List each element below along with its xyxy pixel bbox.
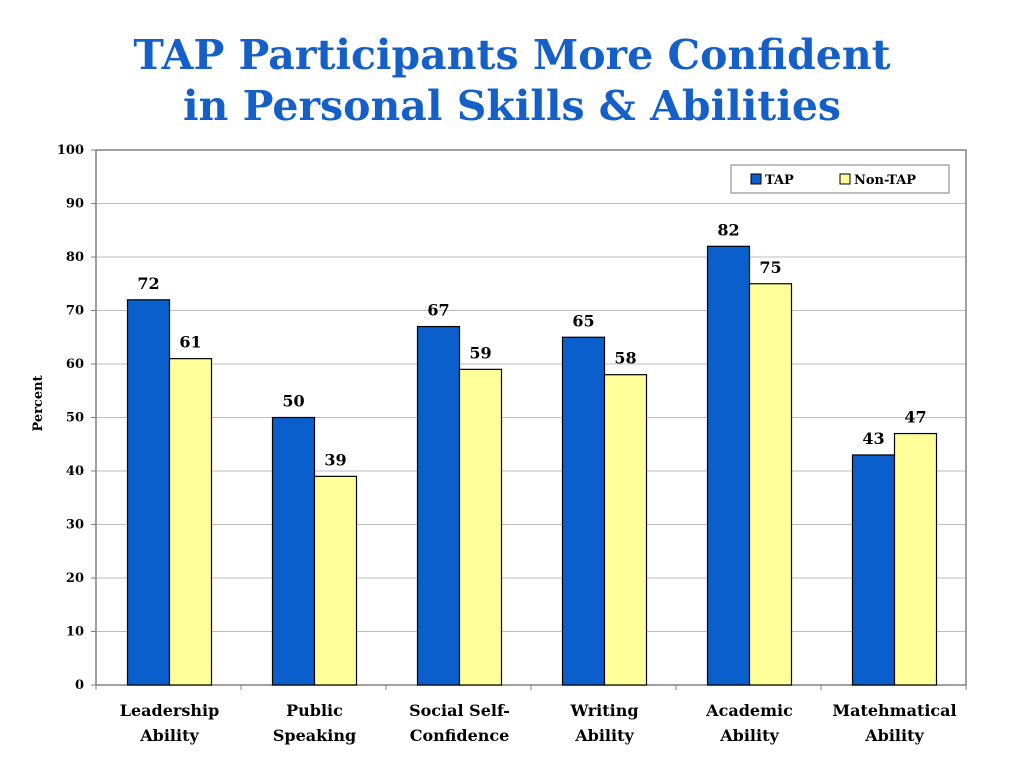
bar-non-tap bbox=[313, 475, 358, 686]
data-label-non-tap: 47 bbox=[904, 408, 926, 427]
bar-tap bbox=[561, 336, 606, 686]
data-label-non-tap: 59 bbox=[469, 343, 491, 362]
bar-non-tap bbox=[168, 358, 213, 686]
y-tick-label: 70 bbox=[66, 304, 84, 319]
chart-title-line-2: in Personal Skills & Abilities bbox=[182, 82, 841, 130]
data-label-tap: 65 bbox=[572, 311, 594, 330]
x-category-label: Ability bbox=[719, 726, 779, 745]
bar-tap bbox=[851, 454, 896, 686]
data-label-tap: 82 bbox=[717, 220, 739, 239]
y-tick-label: 60 bbox=[66, 357, 84, 372]
x-category-label: Social Self- bbox=[409, 701, 510, 720]
data-label-tap: 43 bbox=[862, 429, 884, 448]
x-category-label: Writing bbox=[569, 701, 638, 720]
data-label-tap: 72 bbox=[137, 274, 159, 293]
y-tick-label: 10 bbox=[66, 625, 84, 640]
legend-swatch-tap bbox=[750, 173, 762, 185]
y-tick-label: 80 bbox=[66, 250, 84, 265]
y-tick-label: 90 bbox=[66, 197, 84, 212]
y-tick-label: 50 bbox=[66, 411, 84, 426]
x-category-label: Public bbox=[286, 701, 343, 720]
y-axis-label: Percent bbox=[31, 375, 46, 431]
data-label-tap: 50 bbox=[282, 392, 304, 411]
legend-swatch-non-tap bbox=[839, 173, 851, 185]
bar-non-tap bbox=[603, 374, 648, 686]
x-category-label: Matehmatical bbox=[832, 701, 956, 720]
bar-non-tap bbox=[748, 283, 793, 686]
bar-tap bbox=[706, 245, 751, 686]
y-tick-label: 0 bbox=[75, 678, 84, 693]
y-tick-label: 30 bbox=[66, 518, 84, 533]
x-category-label: Confidence bbox=[410, 726, 510, 745]
y-tick-label: 100 bbox=[57, 143, 84, 158]
x-category-label: Ability bbox=[864, 726, 924, 745]
bar-tap bbox=[271, 416, 316, 686]
bar-non-tap bbox=[893, 432, 938, 686]
x-category-label: Leadership bbox=[120, 701, 220, 720]
chart-title-line-1: TAP Participants More Confident bbox=[133, 31, 891, 79]
chart-title: TAP Participants More Confident in Perso… bbox=[0, 30, 1024, 132]
data-label-non-tap: 39 bbox=[324, 450, 346, 469]
legend-label-tap: TAP bbox=[765, 173, 794, 188]
x-category-label: Ability bbox=[574, 726, 634, 745]
data-label-non-tap: 75 bbox=[759, 258, 781, 277]
x-category-label: Speaking bbox=[273, 726, 356, 745]
bar-tap bbox=[126, 299, 171, 686]
bar-tap bbox=[416, 325, 461, 686]
data-label-non-tap: 61 bbox=[179, 333, 201, 352]
x-category-label: Academic bbox=[705, 701, 793, 720]
data-label-tap: 67 bbox=[427, 301, 449, 320]
data-label-non-tap: 58 bbox=[614, 349, 636, 368]
bar-non-tap bbox=[458, 368, 503, 686]
y-tick-label: 20 bbox=[66, 571, 84, 586]
legend-label-non-tap: Non-TAP bbox=[854, 173, 916, 188]
x-category-label: Ability bbox=[139, 726, 199, 745]
y-tick-label: 40 bbox=[66, 464, 84, 479]
